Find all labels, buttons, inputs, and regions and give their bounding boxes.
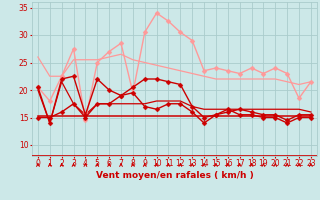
X-axis label: Vent moyen/en rafales ( km/h ): Vent moyen/en rafales ( km/h ) (96, 171, 253, 180)
